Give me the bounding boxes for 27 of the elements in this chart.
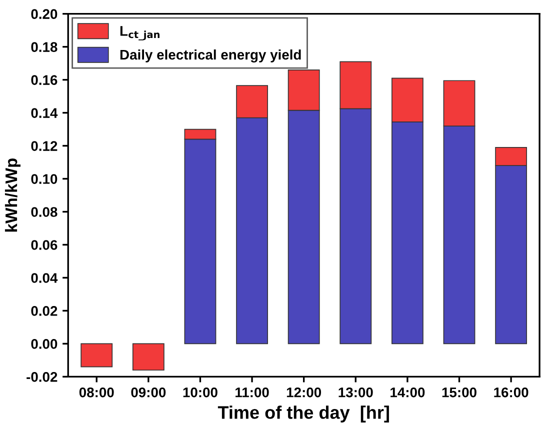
y-tick-label: 0.08 bbox=[31, 207, 58, 217]
x-tick-label: 08:00 bbox=[79, 387, 114, 398]
y-axis-title: kWh/kWp bbox=[4, 158, 20, 232]
x-tick-label: 10:00 bbox=[183, 387, 218, 398]
y-tick-label: 0.10 bbox=[31, 174, 58, 184]
x-tick-label: 12:00 bbox=[286, 387, 322, 398]
legend-label: Daily electrical energy yield bbox=[120, 49, 301, 62]
x-tick-label: 16:00 bbox=[494, 387, 528, 398]
x-tick-label: 15:00 bbox=[442, 387, 476, 398]
y-tick-label: -0.02 bbox=[26, 372, 58, 382]
y-tick-label: 0.16 bbox=[31, 75, 58, 85]
y-tick-label: 0.20 bbox=[31, 9, 58, 19]
bar bbox=[132, 343, 164, 371]
x-axis-title: Time of the day [hr] bbox=[218, 406, 389, 422]
y-tick-label: 0.18 bbox=[31, 42, 58, 52]
legend-label: L$_{ct_jan}$ bbox=[120, 26, 160, 40]
y-tick-label: 0.14 bbox=[31, 108, 58, 118]
y-tick-label: 0.06 bbox=[31, 240, 58, 250]
y-tick-label: 0.04 bbox=[31, 273, 58, 283]
y-tick-label: 0.12 bbox=[31, 141, 58, 151]
x-tick-label: 13:00 bbox=[338, 387, 373, 398]
x-tick-label: 14:00 bbox=[390, 387, 425, 398]
x-tick-label: 09:00 bbox=[131, 387, 166, 398]
x-tick-label: 11:00 bbox=[236, 387, 269, 398]
y-tick-label: 0.02 bbox=[31, 306, 58, 316]
bar bbox=[80, 343, 113, 368]
y-tick-label: 0.00 bbox=[31, 339, 58, 349]
